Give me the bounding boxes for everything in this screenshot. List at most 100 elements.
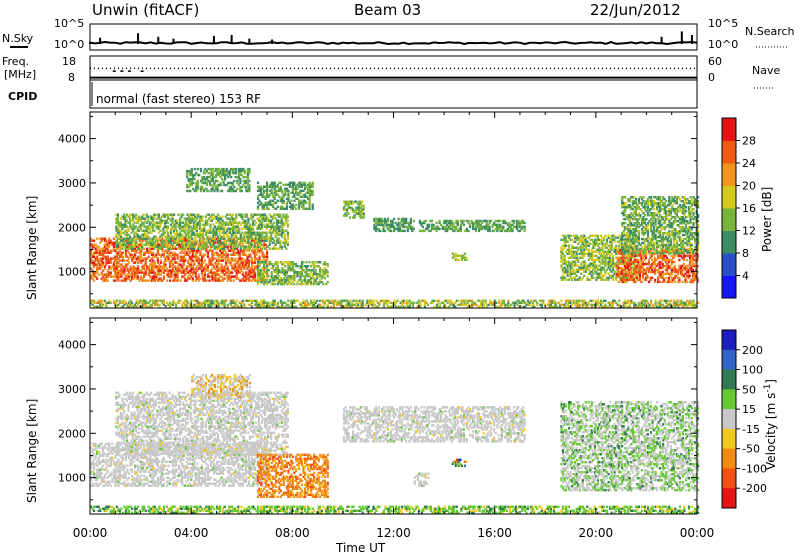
power-cell — [246, 257, 249, 260]
power-cell — [103, 245, 106, 248]
power-cell — [259, 213, 262, 216]
power-cell — [157, 239, 160, 242]
power-cell — [106, 261, 109, 264]
power-cell — [115, 253, 118, 256]
power-cell — [199, 179, 202, 183]
power-cell — [282, 225, 285, 228]
power-cell — [244, 247, 247, 250]
power-cell — [243, 179, 246, 183]
power-cell — [121, 251, 125, 254]
power-cell — [499, 219, 502, 223]
power-cell — [134, 267, 137, 270]
power-cell — [148, 239, 151, 242]
power-cell — [261, 251, 264, 254]
power-cell — [179, 239, 182, 242]
power-cell — [225, 267, 228, 270]
power-cell — [177, 225, 180, 228]
power-cell — [211, 259, 214, 262]
power-cell — [212, 233, 215, 236]
power-cell — [115, 229, 118, 232]
power-cell — [156, 249, 159, 252]
power-cell — [230, 181, 233, 185]
power-cell — [177, 239, 180, 242]
power-cell — [168, 261, 172, 264]
power-cell — [126, 267, 129, 270]
power-cell — [153, 237, 156, 240]
power-cell — [176, 271, 179, 274]
power-cell — [200, 215, 203, 218]
power-cell — [191, 265, 194, 268]
power-cell — [277, 215, 280, 218]
power-cell — [126, 255, 129, 258]
power-cell — [211, 257, 214, 260]
power-cell — [162, 231, 165, 234]
power-cell — [247, 277, 250, 280]
power-cell — [190, 169, 193, 173]
power-cell — [144, 225, 147, 228]
power-cell — [182, 213, 185, 216]
power-cell — [249, 253, 252, 256]
power-cell — [523, 221, 526, 225]
power-cell — [152, 255, 155, 258]
power-cell — [217, 225, 220, 228]
power-cell — [159, 219, 162, 222]
power-cell — [188, 221, 191, 224]
power-cell — [210, 245, 214, 248]
power-cell — [250, 241, 253, 244]
power-cell — [195, 239, 198, 242]
power-cell — [147, 243, 150, 246]
power-cell — [282, 215, 285, 218]
power-cell — [231, 187, 234, 191]
power-cell — [208, 279, 211, 282]
power-cell — [523, 225, 526, 229]
power-cell — [245, 247, 248, 250]
power-cell — [268, 213, 271, 216]
power-cell — [171, 215, 174, 218]
power-cell — [96, 263, 99, 266]
power-cell — [211, 253, 214, 256]
power-cell — [121, 279, 125, 282]
power-cell — [130, 227, 133, 230]
power-cell — [230, 217, 233, 220]
power-cell — [163, 225, 167, 228]
power-cell — [258, 279, 261, 282]
nave-dip — [112, 70, 116, 72]
power-cell — [273, 245, 276, 248]
power-cell — [226, 221, 229, 224]
power-cell — [188, 237, 191, 240]
power-cell — [247, 235, 250, 238]
power-cell — [430, 219, 434, 223]
power-cell — [253, 219, 256, 222]
power-cell — [167, 275, 170, 278]
power-cell — [192, 241, 195, 244]
power-cell — [128, 241, 132, 244]
power-cell — [219, 171, 222, 175]
power-cell — [136, 233, 139, 236]
power-cell — [200, 229, 203, 232]
power-cell — [221, 215, 224, 218]
power-cell — [153, 275, 156, 278]
power-cell — [144, 259, 147, 262]
power-cell — [181, 265, 184, 268]
power-cell — [179, 251, 182, 254]
power-cell — [238, 227, 241, 230]
power-cell — [99, 267, 102, 270]
power-cell — [122, 223, 126, 226]
power-cell — [143, 273, 146, 276]
power-cell — [125, 213, 129, 216]
power-cell — [135, 259, 138, 262]
power-cell — [116, 221, 119, 224]
power-cell — [194, 259, 197, 262]
power-cell — [204, 181, 207, 185]
power-cell — [168, 247, 171, 250]
power-cell — [141, 223, 144, 226]
power-cell — [189, 225, 192, 228]
power-cell — [165, 227, 168, 230]
power-cell — [211, 179, 215, 183]
power-cell — [135, 231, 138, 234]
power-cell — [277, 247, 280, 250]
power-cell — [164, 265, 167, 268]
power-cell — [213, 239, 217, 242]
power-cell — [182, 263, 185, 266]
power-cell — [280, 227, 283, 230]
